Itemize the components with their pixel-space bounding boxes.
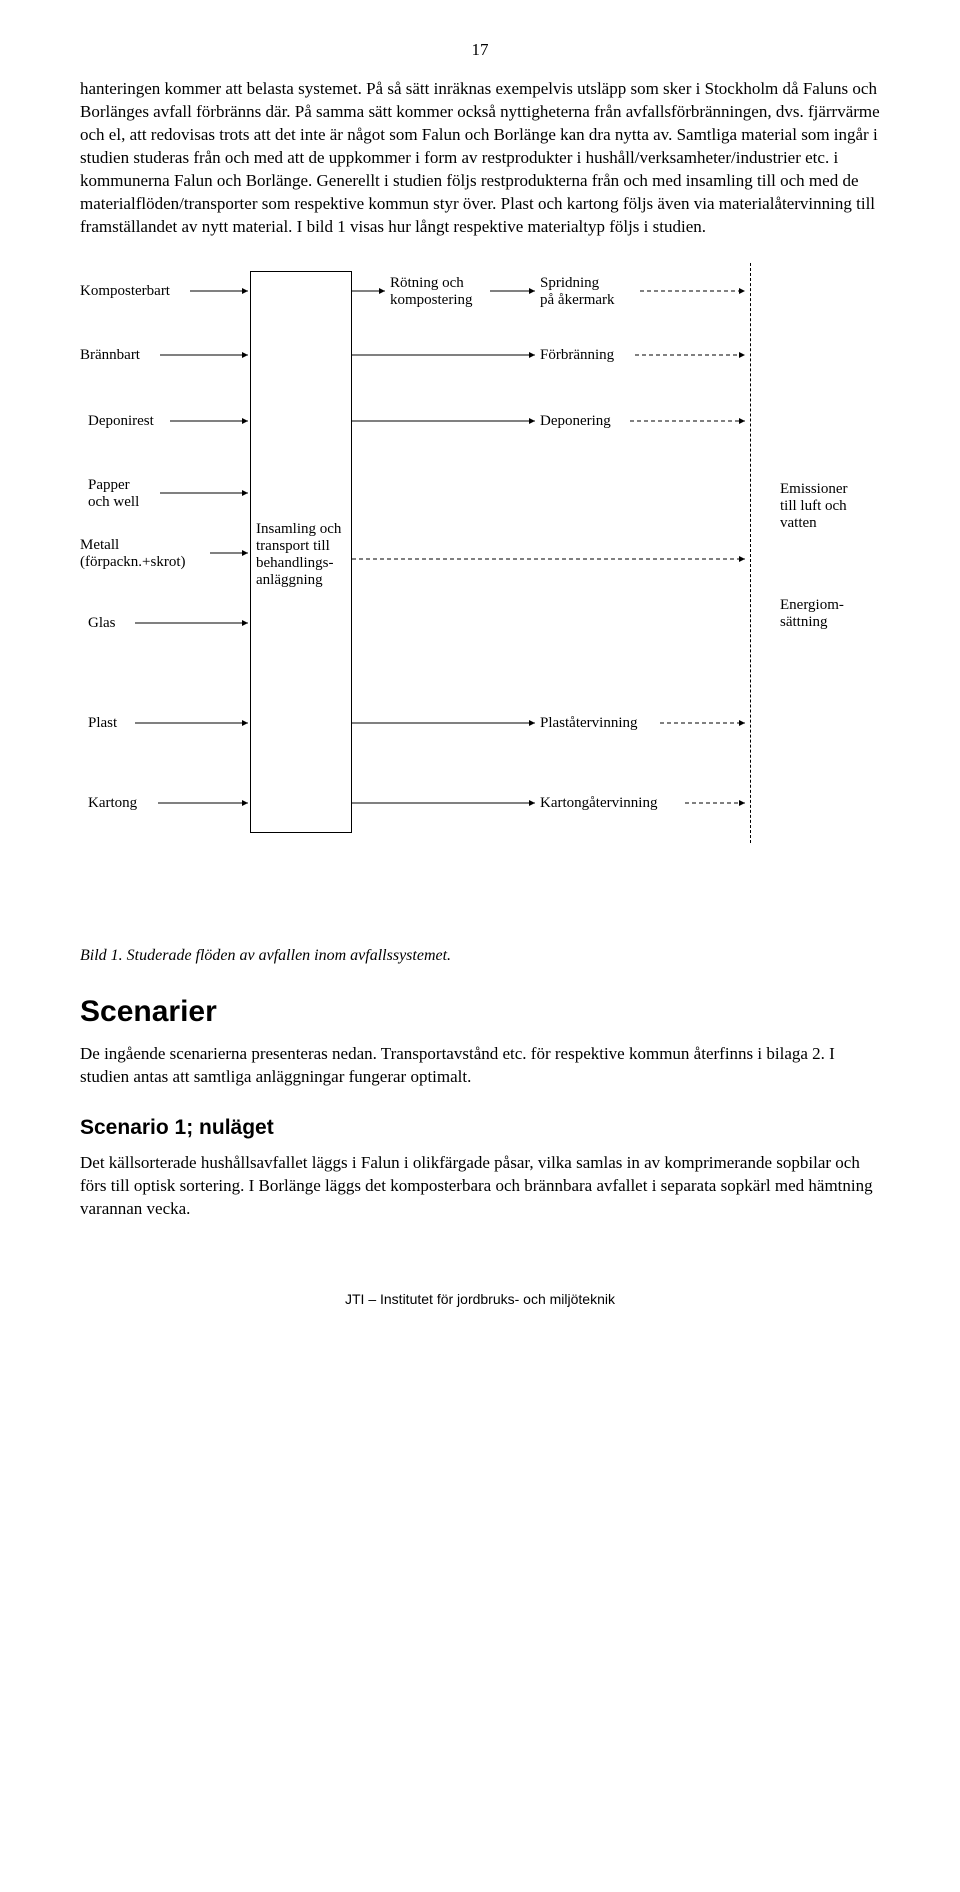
page-footer: JTI – Institutet för jordbruks- och milj…: [80, 1291, 880, 1307]
page-number: 17: [80, 40, 880, 60]
paragraph-1: hanteringen kommer att belasta systemet.…: [80, 78, 880, 239]
subsection-heading-scenario1: Scenario 1; nuläget: [80, 1116, 880, 1140]
diagram-arrows: [80, 263, 880, 923]
paragraph-2: De ingående scenarierna presenteras neda…: [80, 1043, 880, 1089]
figure-caption: Bild 1. Studerade flöden av avfallen ino…: [80, 947, 880, 965]
flow-diagram: Komposterbart Brännbart Deponirest Pappe…: [80, 263, 880, 923]
paragraph-3: Det källsorterade hushållsavfallet läggs…: [80, 1152, 880, 1221]
section-heading-scenarier: Scenarier: [80, 995, 880, 1029]
